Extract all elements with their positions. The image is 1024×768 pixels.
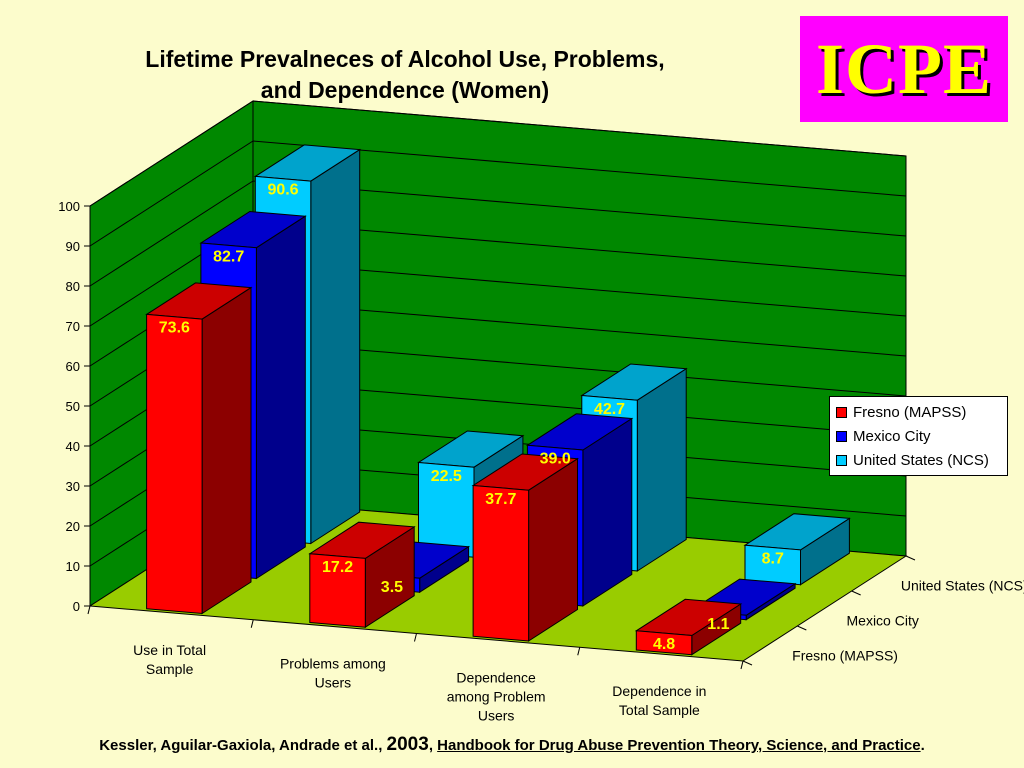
data-label-fresno-mapss-4: 4.8 <box>653 636 675 653</box>
chart-title-line2: and Dependence (Women) <box>260 77 550 103</box>
data-label-mexico-city-3: 39.0 <box>540 451 571 468</box>
y-tick-label: 70 <box>66 319 80 334</box>
bar-mexico-city-1-side <box>255 215 306 580</box>
z-tick-mark <box>905 555 916 561</box>
data-label-united-states-ncs-4: 8.7 <box>762 551 784 568</box>
data-label-mexico-city-1: 82.7 <box>213 248 244 265</box>
legend-label-mexico-city: Mexico City <box>853 427 931 445</box>
gridline <box>89 180 907 287</box>
legend-swatch-mexico-city <box>836 430 847 442</box>
x-tick-mark <box>250 619 254 628</box>
gridline <box>89 140 907 247</box>
bar-fresno-mapss-2-front <box>309 553 366 628</box>
bar-fresno-mapss-3-front <box>472 484 530 642</box>
citation-end: . <box>920 737 925 754</box>
z-series-label-mexico-city: Mexico City <box>847 613 919 629</box>
z-tick-mark <box>851 590 861 596</box>
y-tick-label: 100 <box>58 199 80 214</box>
legend-swatch-us-ncs <box>836 454 847 466</box>
chart-title: Lifetime Prevalneces of Alcohol Use, Pro… <box>60 44 750 106</box>
citation-sep: , <box>428 737 438 754</box>
y-tick-label: 30 <box>66 479 80 494</box>
legend-swatch-fresno <box>836 406 847 418</box>
x-tick-mark <box>740 660 744 670</box>
y-tick-label: 20 <box>66 519 80 534</box>
x-tick-mark <box>87 605 91 615</box>
z-tick-mark <box>797 625 807 631</box>
y-tick-label: 80 <box>66 279 80 294</box>
data-label-united-states-ncs-1: 90.6 <box>267 182 298 199</box>
bar-mexico-city-3-side <box>582 417 633 607</box>
x-category-label-dependence-in-total-sample: Dependence in Total Sample <box>612 683 706 718</box>
citation: Kessler, Aguilar-Gaxiola, Andrade et al.… <box>0 734 1024 756</box>
y-tick-label: 40 <box>66 439 80 454</box>
icpe-logo-text: ICPE <box>815 28 993 109</box>
data-label-fresno-mapss-2: 17.2 <box>322 559 353 576</box>
y-tick-label: 50 <box>66 399 80 414</box>
y-tick-label: 10 <box>66 559 80 574</box>
citation-book-title: Handbook for Drug Abuse Prevention Theor… <box>437 737 921 754</box>
bar-united-states-ncs-1-side <box>310 148 361 545</box>
data-label-fresno-mapss-3: 37.7 <box>485 491 516 508</box>
x-category-label-dependence-among-problem-users: Dependence among Problem Users <box>447 669 546 723</box>
x-category-label-use-in-total-sample: Use in Total Sample <box>133 642 206 677</box>
legend-item-us-ncs: United States (NCS) <box>830 448 1007 472</box>
bar-fresno-mapss-1-side <box>201 286 252 615</box>
gridline <box>89 100 907 207</box>
y-tick-label: 0 <box>73 599 80 614</box>
chart-title-line1: Lifetime Prevalneces of Alcohol Use, Pro… <box>145 46 665 72</box>
x-category-label-problems-among-users: Problems among Users <box>280 656 386 691</box>
z-series-label-united-states-ncs: United States (NCS) <box>901 578 1024 594</box>
citation-authors: Kessler, Aguilar-Gaxiola, Andrade et al.… <box>99 737 387 754</box>
bar-fresno-mapss-4-front <box>635 630 693 656</box>
x-tick-mark <box>414 633 417 642</box>
x-tick-mark <box>577 647 581 656</box>
legend-item-mexico-city: Mexico City <box>830 424 1007 448</box>
bar-united-states-ncs-3-side <box>636 367 687 572</box>
data-label-mexico-city-2: 3.5 <box>381 579 403 596</box>
data-label-fresno-mapss-1: 73.6 <box>159 320 190 337</box>
z-series-label-fresno-mapss: Fresno (MAPSS) <box>792 648 898 664</box>
legend-label-fresno: Fresno (MAPSS) <box>853 403 967 421</box>
data-label-united-states-ncs-3: 42.7 <box>594 401 625 418</box>
data-label-mexico-city-4: 1.1 <box>707 616 729 633</box>
data-label-united-states-ncs-2: 22.5 <box>431 468 462 485</box>
bar-fresno-mapss-1-front <box>146 313 203 615</box>
citation-year: 2003 <box>386 734 429 755</box>
y-tick-label: 60 <box>66 359 80 374</box>
legend-label-us-ncs: United States (NCS) <box>853 451 989 469</box>
y-tick-label: 90 <box>66 239 80 254</box>
legend-item-fresno: Fresno (MAPSS) <box>830 400 1007 424</box>
chart-legend: Fresno (MAPSS) Mexico City United States… <box>829 396 1008 476</box>
z-tick-mark <box>742 660 753 666</box>
icpe-logo: ICPE <box>800 16 1008 122</box>
